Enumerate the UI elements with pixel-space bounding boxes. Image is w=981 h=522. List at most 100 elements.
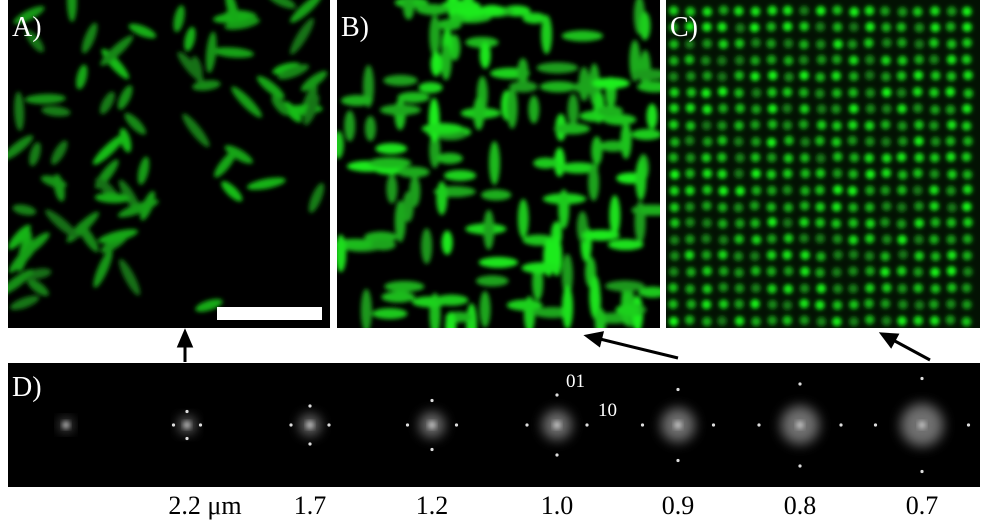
index-label: 10	[598, 400, 617, 421]
fft-peak	[525, 423, 529, 427]
dot	[962, 184, 973, 195]
dot	[668, 266, 679, 277]
rod	[12, 204, 37, 216]
dot	[782, 103, 792, 114]
dot	[912, 103, 923, 113]
dot	[880, 185, 891, 196]
dot	[750, 6, 761, 17]
dot	[847, 185, 858, 196]
dot	[718, 235, 729, 245]
dot	[831, 267, 842, 278]
dot	[783, 284, 794, 294]
dot	[767, 5, 778, 16]
dot	[766, 137, 777, 148]
dot	[734, 120, 744, 131]
dot	[929, 87, 939, 98]
dot	[930, 104, 940, 115]
dot	[751, 104, 761, 115]
rod	[277, 64, 310, 80]
rod	[308, 183, 325, 213]
dot	[865, 88, 875, 98]
dot	[962, 266, 973, 277]
dot	[947, 202, 957, 213]
dot	[751, 283, 761, 293]
dot	[961, 54, 972, 65]
rod	[596, 105, 623, 117]
fft-peak	[308, 442, 312, 446]
dot	[766, 202, 777, 212]
dot	[882, 234, 892, 245]
fft-peak	[585, 423, 589, 427]
rod	[94, 192, 130, 204]
rod	[184, 26, 196, 52]
dot	[816, 54, 827, 65]
rod	[528, 95, 540, 124]
dot	[946, 299, 956, 309]
dot	[669, 235, 680, 245]
rod	[368, 157, 412, 169]
dot	[685, 103, 696, 113]
rod	[303, 94, 320, 126]
dot	[685, 185, 695, 196]
dot	[782, 185, 793, 195]
dot	[767, 87, 777, 98]
rod	[436, 181, 448, 216]
fft-core	[554, 422, 560, 428]
rod	[370, 239, 396, 251]
rod	[403, 0, 415, 20]
dot	[685, 217, 695, 228]
dot	[734, 38, 745, 49]
fft-core	[919, 422, 925, 428]
dot	[751, 234, 762, 245]
fft-peak	[920, 376, 924, 381]
dot	[963, 217, 973, 228]
dot	[848, 87, 858, 98]
dot	[800, 168, 811, 179]
fft-peak	[185, 409, 189, 414]
dot	[684, 54, 695, 65]
dot	[800, 250, 810, 260]
rod	[443, 169, 477, 181]
dot	[767, 103, 778, 114]
dot	[815, 233, 825, 244]
dot	[881, 137, 891, 147]
rod	[8, 269, 34, 296]
dot	[767, 70, 778, 81]
dot	[947, 282, 957, 293]
rod	[589, 275, 601, 318]
panel-label: D)	[12, 372, 42, 403]
dot	[929, 185, 939, 195]
dot	[701, 88, 711, 98]
rod	[381, 291, 416, 303]
dot	[734, 283, 745, 294]
dot	[832, 283, 843, 294]
dot	[881, 168, 892, 178]
dot	[863, 38, 874, 48]
dot	[749, 22, 760, 33]
dot	[717, 218, 728, 229]
rod	[9, 295, 40, 310]
dot	[913, 283, 923, 293]
dot	[800, 266, 810, 277]
dot	[702, 168, 713, 179]
dot	[832, 151, 843, 162]
dot	[702, 38, 712, 49]
dot	[668, 119, 679, 130]
dot	[864, 233, 875, 244]
dot	[702, 266, 712, 276]
dot	[735, 218, 745, 229]
dot	[669, 202, 680, 213]
rod	[66, 0, 77, 23]
dot	[946, 217, 957, 228]
rod	[379, 104, 421, 116]
rod	[605, 280, 645, 292]
dot	[799, 104, 810, 114]
dot	[766, 250, 777, 260]
dot	[848, 202, 858, 213]
dot	[701, 233, 711, 244]
panel-c	[666, 0, 980, 328]
dot	[767, 299, 778, 310]
fft-peak	[873, 423, 878, 427]
dot	[848, 235, 859, 245]
